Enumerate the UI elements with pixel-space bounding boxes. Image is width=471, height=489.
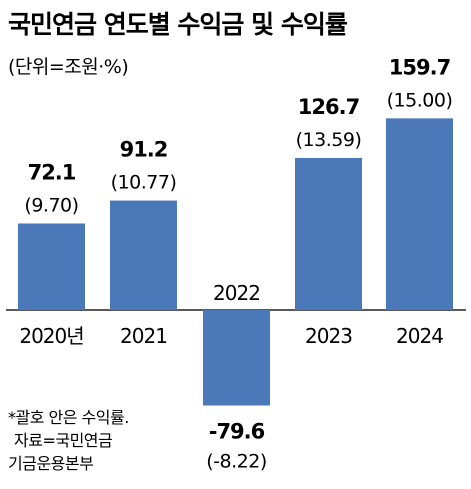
value-label: 91.2: [120, 138, 168, 162]
footnote-line-2: 자료=국민연금: [14, 431, 112, 450]
chart-subtitle: (단위=조원·%): [8, 56, 128, 78]
category-label: 2023: [305, 324, 352, 348]
bar: [110, 200, 177, 310]
bars-group: [18, 118, 453, 406]
footnote-line-1: *괄호 안은 수익률.: [8, 408, 129, 427]
category-label: 2021: [120, 324, 167, 348]
bar: [18, 223, 85, 310]
chart-title: 국민연금 연도별 수익금 및 수익률: [8, 10, 348, 39]
rate-label: (13.59): [296, 129, 362, 151]
rate-label: (9.70): [24, 194, 78, 216]
footnote-line-3: 기금운용본부: [8, 454, 93, 473]
category-label: 2024: [396, 324, 443, 348]
rate-label: (10.77): [111, 172, 177, 194]
rate-label: (15.00): [387, 89, 453, 111]
value-label: 159.7: [389, 55, 450, 79]
value-label: 72.1: [28, 160, 76, 184]
value-label: -79.6: [209, 420, 265, 444]
category-label: 2020년: [19, 324, 83, 348]
value-label: 126.7: [298, 95, 359, 119]
category-label: 2022: [213, 281, 260, 305]
bar: [386, 118, 453, 310]
bar: [203, 310, 270, 406]
bar: [295, 157, 362, 310]
rate-label: (-8.22): [206, 451, 267, 473]
labels-group: 72.1 (9.70) 2020년 91.2 (10.77) 2021 2022 -79.6 (…: [19, 55, 453, 473]
